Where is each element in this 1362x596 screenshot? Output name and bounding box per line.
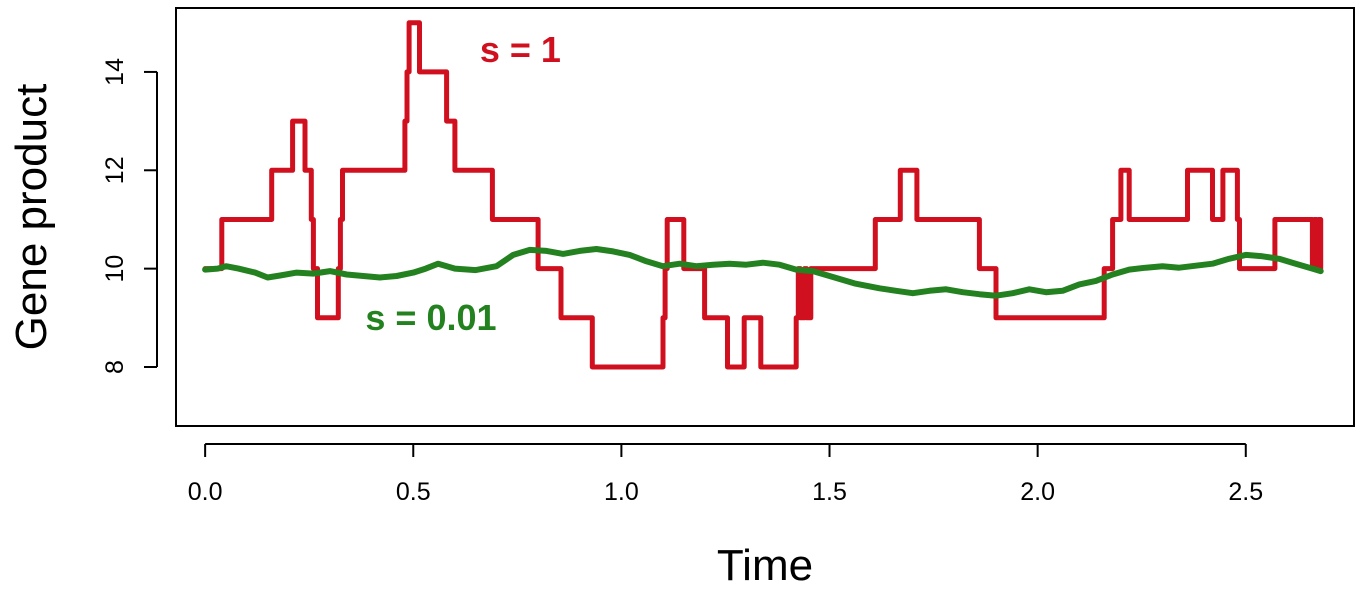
series-line-s-0-01 xyxy=(202,246,1324,299)
series-layer: s = 1 s = 0.01 xyxy=(202,20,1324,370)
x-axis-title: Time xyxy=(717,541,813,590)
y-tick-label: 12 xyxy=(101,156,129,184)
y-axis: 8 10 12 14 xyxy=(101,58,158,374)
y-tick-label: 8 xyxy=(101,360,129,374)
y-axis-title: Gene product xyxy=(7,84,56,351)
y-tick-label: 14 xyxy=(101,58,129,86)
y-tick-label: 10 xyxy=(101,255,129,283)
x-tick-label: 0.0 xyxy=(188,478,223,506)
x-tick-label: 1.5 xyxy=(812,478,847,506)
x-tick-label: 0.5 xyxy=(396,478,431,506)
series-label-s-0-01: s = 0.01 xyxy=(365,297,496,338)
x-axis: 0.0 0.5 1.0 1.5 2.0 2.5 xyxy=(188,443,1263,506)
plot-frame xyxy=(175,7,1355,427)
x-tick-label: 1.0 xyxy=(604,478,639,506)
x-tick-label: 2.5 xyxy=(1228,478,1263,506)
x-tick-label: 2.0 xyxy=(1020,478,1055,506)
series-label-s-1: s = 1 xyxy=(480,29,561,70)
series-line-s-1 xyxy=(202,20,1324,370)
